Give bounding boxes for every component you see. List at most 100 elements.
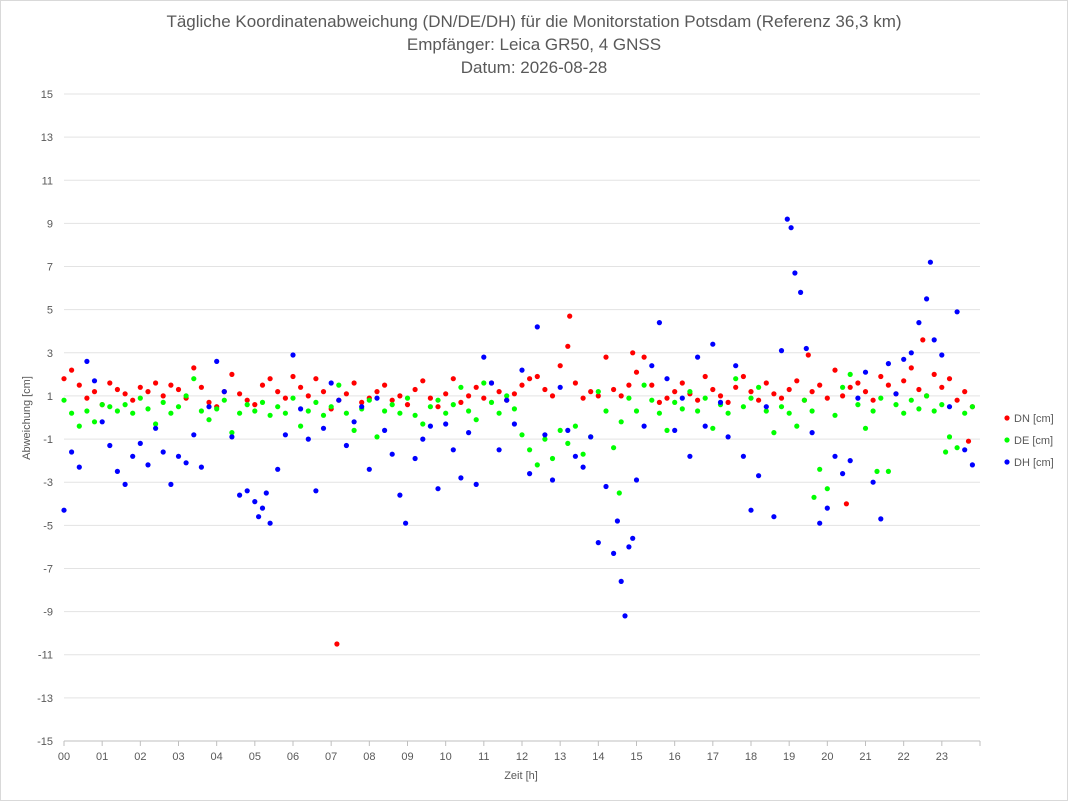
data-point: [504, 393, 510, 399]
data-point: [618, 419, 624, 425]
x-tick-label: 06: [287, 751, 299, 763]
data-point: [626, 395, 632, 401]
series-1: [61, 371, 976, 500]
data-point: [565, 427, 571, 433]
y-tick-label: -11: [38, 650, 53, 662]
data-point: [633, 369, 640, 375]
data-point: [275, 466, 281, 472]
data-point: [237, 492, 243, 498]
data-point: [805, 352, 811, 358]
data-point: [641, 423, 647, 429]
data-point: [756, 473, 762, 479]
data-point: [458, 475, 464, 481]
data-point: [137, 440, 143, 446]
data-point: [305, 393, 311, 399]
data-point: [595, 389, 601, 395]
data-point: [298, 423, 304, 429]
x-tick-label: 03: [172, 751, 184, 763]
data-point: [122, 391, 128, 397]
data-point: [69, 367, 75, 373]
data-point: [878, 395, 884, 401]
data-point: [748, 389, 754, 395]
data-point: [473, 417, 479, 423]
data-point: [122, 481, 128, 487]
data-point: [214, 358, 220, 364]
data-point: [397, 492, 403, 498]
x-tick-label: 16: [669, 751, 681, 763]
x-tick-label: 09: [401, 751, 413, 763]
data-point: [725, 399, 731, 405]
data-point: [168, 410, 174, 416]
data-point: [855, 380, 861, 386]
y-tick-label: 9: [47, 218, 53, 230]
data-point: [61, 376, 67, 382]
x-axis-label: Zeit [h]: [504, 770, 538, 782]
data-point: [305, 436, 311, 442]
data-point: [811, 494, 817, 500]
data-point: [160, 399, 166, 405]
data-point: [874, 468, 880, 474]
data-point: [756, 397, 762, 403]
data-point: [263, 490, 269, 496]
data-point: [927, 259, 934, 265]
data-point: [511, 421, 517, 427]
data-point: [939, 402, 945, 408]
data-point: [183, 393, 189, 399]
y-tick-label: 11: [42, 175, 53, 187]
data-point: [901, 378, 907, 384]
data-point: [824, 395, 830, 401]
data-point: [84, 358, 90, 364]
data-point: [99, 402, 105, 408]
data-point: [733, 384, 739, 390]
data-point: [328, 404, 334, 410]
data-point: [656, 320, 663, 326]
data-point: [389, 402, 395, 408]
y-tick-label: 7: [47, 262, 53, 274]
data-point: [702, 395, 708, 401]
data-point: [588, 434, 594, 440]
x-tick-label: 01: [96, 751, 108, 763]
data-point: [404, 395, 411, 401]
data-point: [924, 296, 930, 302]
data-point: [229, 430, 235, 436]
data-point: [282, 432, 288, 438]
data-point: [359, 404, 365, 410]
data-point: [91, 389, 98, 395]
data-point: [843, 501, 850, 507]
data-point: [954, 309, 960, 315]
data-point: [740, 453, 747, 459]
data-point: [778, 348, 785, 354]
data-point: [61, 397, 67, 403]
data-point: [893, 391, 899, 397]
data-point: [901, 356, 907, 362]
y-tick-label: -1: [43, 434, 53, 446]
data-point: [788, 225, 794, 231]
data-point: [549, 393, 556, 399]
data-point: [527, 447, 533, 453]
legend-label: DE [cm]: [1014, 435, 1053, 447]
data-point: [740, 373, 747, 380]
data-point: [786, 386, 792, 393]
data-point: [614, 518, 621, 524]
data-point: [443, 421, 449, 427]
data-point: [630, 535, 636, 541]
x-tick-label: 10: [440, 751, 452, 763]
data-point: [519, 367, 525, 373]
x-tick-label: 17: [707, 751, 719, 763]
data-point: [519, 432, 525, 438]
data-point: [175, 386, 182, 393]
data-point: [878, 373, 884, 380]
x-tick-label: 07: [325, 751, 337, 763]
data-point: [527, 471, 533, 477]
data-point: [946, 434, 953, 440]
data-point: [256, 514, 262, 520]
y-tick-label: 1: [47, 391, 53, 403]
data-point: [130, 453, 136, 459]
data-point: [954, 445, 960, 451]
data-point: [641, 382, 647, 388]
data-point: [137, 384, 143, 390]
x-axis-ticks: 00 01 02 03 04 05 06 07 08 09 10 11 12 13 14 15 16 17 18 19…: [58, 741, 981, 763]
data-point: [717, 399, 724, 405]
data-point: [870, 479, 876, 485]
